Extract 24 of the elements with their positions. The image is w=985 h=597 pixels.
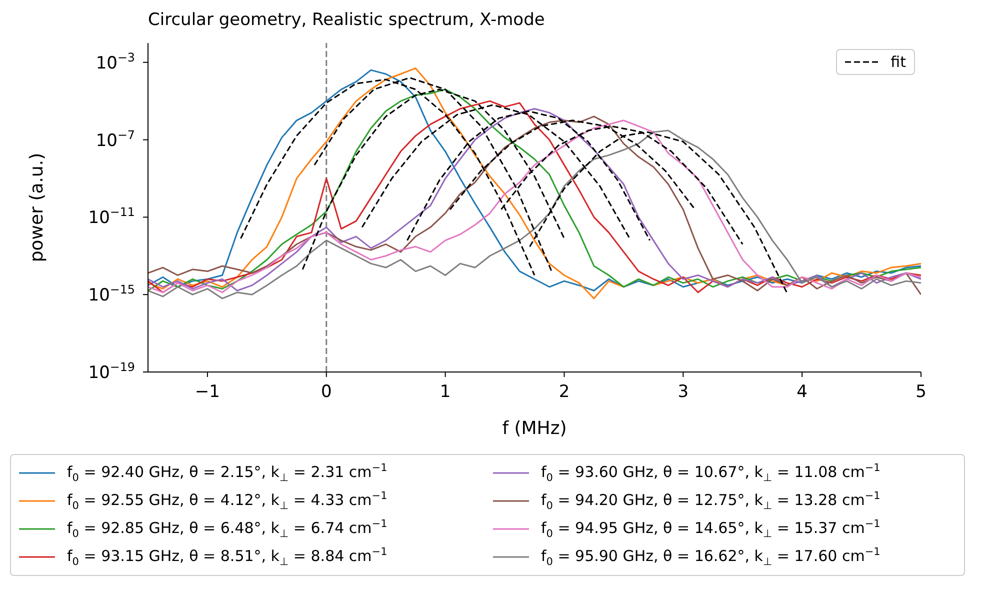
y-tick-label: 10$^{−15}$ <box>88 282 135 306</box>
legend-label: fit <box>890 53 906 71</box>
y-tick-label: 10$^{−7}$ <box>96 128 135 151</box>
x-axis-title: f (MHz) <box>502 418 567 439</box>
y-tick-label: 10$^{−3}$ <box>96 50 135 74</box>
legend-label: f$_{0}$ = 92.55 GHz, θ = 4.12°, k$_{⊥}$ = 4.33 cm$^{−1}$ <box>67 490 388 512</box>
x-tick-label: 0 <box>320 382 332 402</box>
legend-label: f$_{0}$ = 92.40 GHz, θ = 2.15°, k$_{⊥}$ = 2.31 cm$^{−1}$ <box>67 462 388 484</box>
legend-label: f$_{0}$ = 92.85 GHz, θ = 6.48°, k$_{⊥}$ = 6.74 cm$^{−1}$ <box>67 518 388 540</box>
legend-label: f$_{0}$ = 93.15 GHz, θ = 8.51°, k$_{⊥}$ = 8.84 cm$^{−1}$ <box>67 546 388 568</box>
legend-label: f$_{0}$ = 94.95 GHz, θ = 14.65°, k$_{⊥}$ = 15.37 cm$^{−1}$ <box>540 518 880 540</box>
legend-label: f$_{0}$ = 94.20 GHz, θ = 12.75°, k$_{⊥}$ = 13.28 cm$^{−1}$ <box>540 490 880 512</box>
x-tick-label: 5 <box>916 382 926 402</box>
legend-label: f$_{0}$ = 95.90 GHz, θ = 16.62°, k$_{⊥}$ = 17.60 cm$^{−1}$ <box>540 546 880 568</box>
chart-title: Circular geometry, Realistic spectrum, X-mode <box>148 10 545 30</box>
y-tick-label: 10$^{−19}$ <box>88 360 135 383</box>
legend-label: f$_{0}$ = 93.60 GHz, θ = 10.67°, k$_{⊥}$ = 11.08 cm$^{−1}$ <box>540 462 880 484</box>
x-tick-label: 3 <box>678 382 689 402</box>
y-tick-label: 10$^{−11}$ <box>88 205 135 228</box>
y-axis-title: power (a.u.) <box>26 152 48 262</box>
x-tick-label: 4 <box>796 382 808 402</box>
x-tick-label: 1 <box>440 382 451 402</box>
x-tick-label: 2 <box>558 382 570 402</box>
x-tick-label: −1 <box>194 382 220 402</box>
